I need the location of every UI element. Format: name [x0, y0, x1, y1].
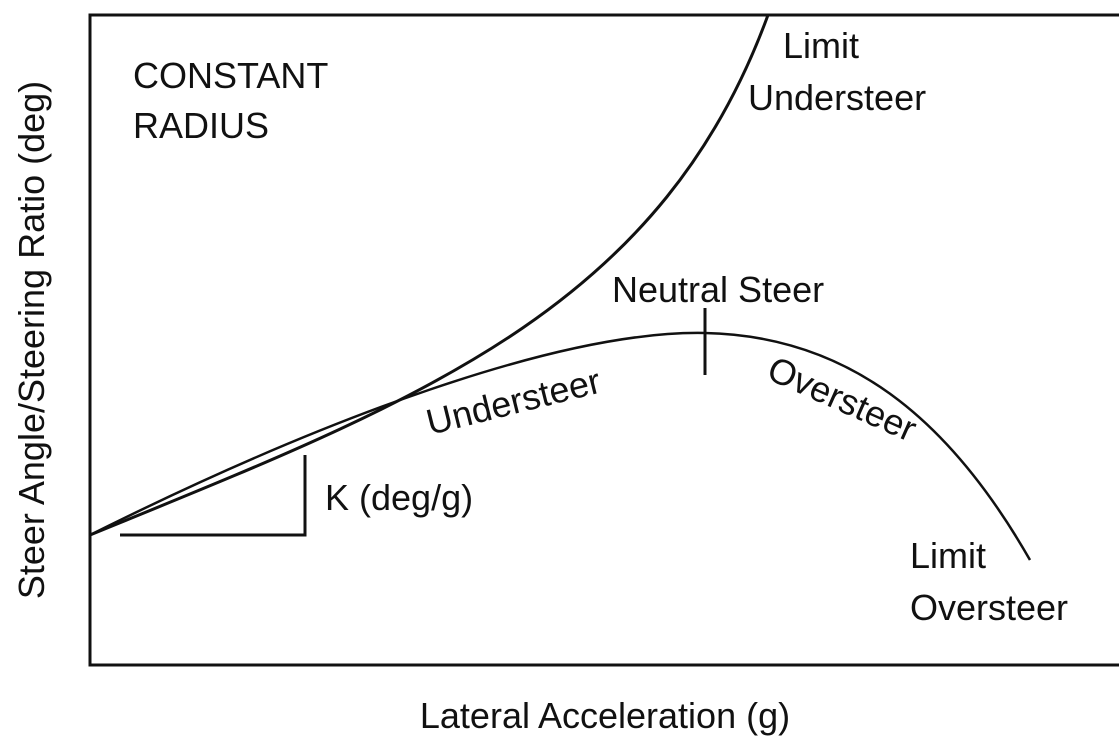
annotation: Oversteer	[910, 587, 1068, 628]
annotation: Limit	[783, 25, 859, 66]
x-axis-label: Lateral Acceleration (g)	[420, 695, 790, 736]
annotation: Limit	[910, 535, 986, 576]
annotation: K (deg/g)	[325, 477, 473, 518]
limit-understeer-curve	[89, 14, 770, 537]
annotation: CONSTANT	[133, 55, 328, 96]
annotation: RADIUS	[133, 105, 269, 146]
annotation: Understeer	[748, 77, 926, 118]
slope-triangle	[120, 455, 307, 537]
plot-frame	[88, 13, 1119, 667]
y-axis-label: Steer Angle/Steering Ratio (deg)	[11, 81, 52, 599]
annotation: Neutral Steer	[612, 269, 824, 310]
steer-curve	[89, 331, 1032, 561]
